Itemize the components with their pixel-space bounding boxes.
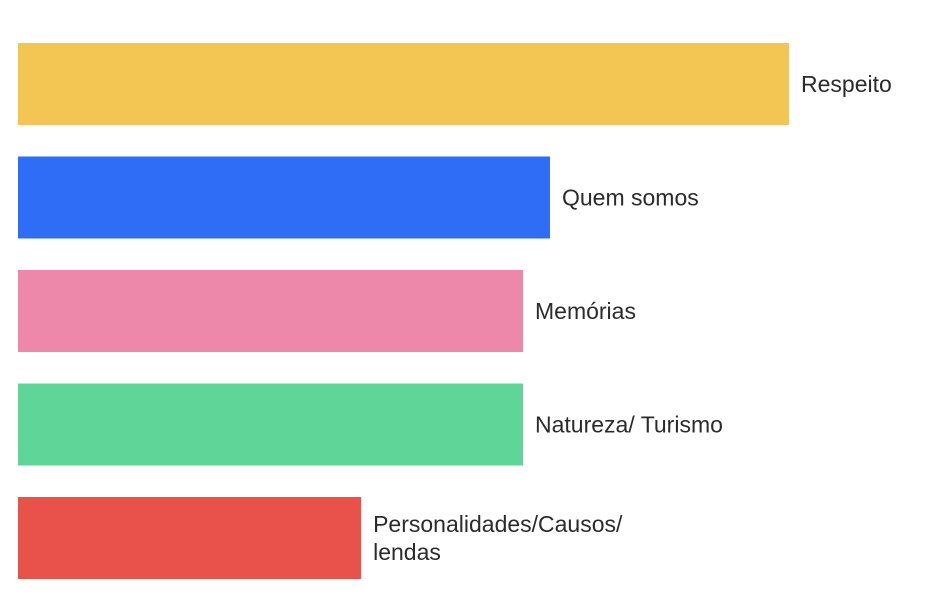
bar-label-3: Memórias	[535, 298, 636, 324]
bar-label-line: Respeito	[801, 71, 892, 97]
bar-2	[18, 156, 550, 239]
bar-1	[18, 43, 789, 125]
bar-label-line: lendas	[373, 539, 441, 565]
bar-label-line: Memórias	[535, 298, 636, 324]
bar-label-line: Personalidades/Causos/	[373, 511, 623, 537]
bar-4	[18, 383, 524, 466]
bar-label-4: Natureza/ Turismo	[535, 412, 723, 438]
bar-label-line: Natureza/ Turismo	[535, 412, 723, 438]
bar-label-5: Personalidades/Causos/lendas	[373, 511, 623, 565]
bar-3	[18, 270, 524, 352]
bar-label-2: Quem somos	[562, 185, 699, 211]
bar-label-1: Respeito	[801, 71, 892, 97]
bar-5	[18, 497, 362, 579]
bar-label-line: Quem somos	[562, 185, 699, 211]
